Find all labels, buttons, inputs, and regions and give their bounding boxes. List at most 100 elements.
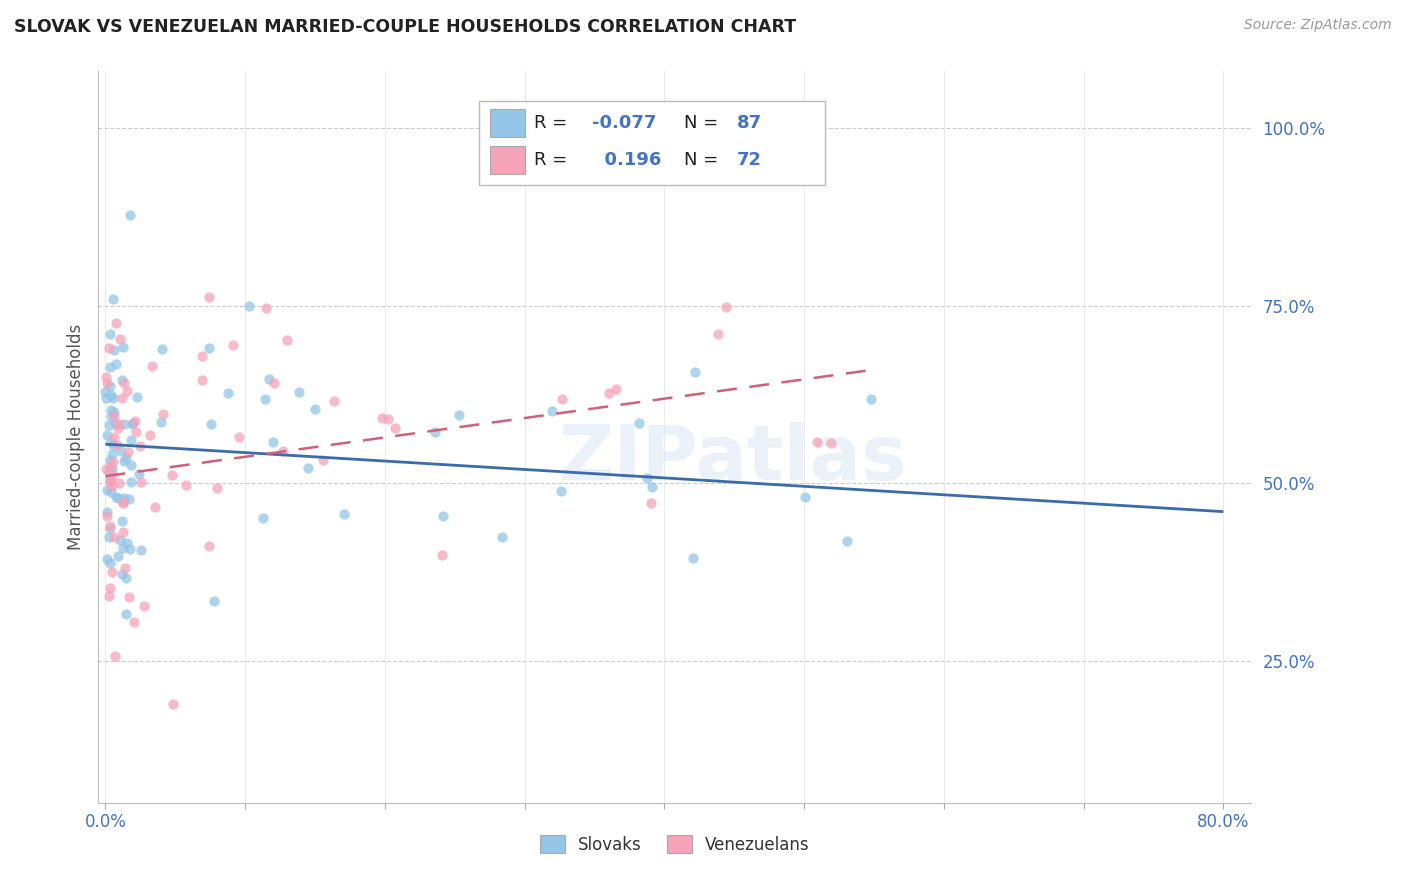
Point	[323, 394, 346, 409]
Text: 0.196: 0.196	[592, 151, 661, 169]
Text: N =: N =	[685, 151, 724, 169]
Point	[254, 301, 277, 315]
Point	[491, 530, 513, 544]
Point	[238, 299, 260, 313]
Point	[217, 386, 239, 401]
Point	[447, 409, 470, 423]
Text: 72: 72	[737, 151, 762, 169]
Point	[160, 468, 183, 483]
Point	[121, 417, 143, 431]
Point	[107, 491, 129, 506]
Point	[100, 403, 122, 417]
Point	[101, 391, 124, 405]
Point	[101, 292, 124, 306]
Point	[127, 390, 149, 404]
Point	[820, 436, 842, 450]
Point	[97, 530, 120, 544]
Point	[96, 376, 118, 390]
Point	[550, 484, 572, 499]
FancyBboxPatch shape	[491, 146, 524, 174]
Point	[111, 391, 134, 405]
Point	[628, 417, 651, 431]
Point	[150, 342, 173, 356]
Point	[98, 581, 121, 595]
FancyBboxPatch shape	[479, 101, 825, 185]
Point	[641, 480, 664, 494]
Point	[103, 530, 125, 544]
Point	[112, 524, 135, 539]
Y-axis label: Married-couple Households: Married-couple Households	[66, 324, 84, 550]
Point	[101, 468, 124, 483]
Point	[107, 549, 129, 563]
Point	[371, 411, 394, 425]
Point	[98, 327, 121, 342]
Point	[98, 521, 121, 535]
Point	[122, 416, 145, 430]
Point	[97, 417, 120, 432]
Point	[103, 438, 125, 452]
Point	[120, 434, 142, 448]
Point	[112, 376, 135, 390]
Point	[288, 384, 311, 399]
Point	[94, 384, 117, 399]
Point	[100, 478, 122, 492]
Point	[94, 462, 117, 476]
Point	[98, 379, 121, 393]
Point	[104, 357, 127, 371]
Point	[96, 551, 118, 566]
Point	[115, 571, 138, 585]
Point	[112, 417, 135, 431]
Point	[636, 471, 658, 485]
Point	[103, 430, 125, 444]
Point	[98, 360, 121, 375]
Point	[143, 500, 166, 515]
Point	[117, 445, 139, 459]
Text: 87: 87	[737, 114, 762, 132]
Point	[98, 465, 121, 479]
Point	[640, 496, 662, 510]
Point	[228, 429, 250, 443]
Point	[149, 415, 172, 429]
Point	[190, 349, 212, 363]
Point	[198, 290, 221, 304]
Point	[111, 514, 134, 528]
Point	[98, 452, 121, 467]
Point	[207, 481, 229, 495]
Point	[110, 533, 132, 547]
Point	[257, 372, 280, 386]
Point	[110, 444, 132, 458]
Point	[120, 475, 142, 489]
Point	[541, 404, 564, 418]
Point	[112, 541, 135, 556]
Point	[806, 435, 828, 450]
Text: R =: R =	[534, 114, 574, 132]
Point	[107, 420, 129, 434]
Point	[111, 567, 134, 582]
Point	[152, 408, 174, 422]
Point	[423, 425, 446, 439]
Point	[132, 599, 155, 613]
Point	[430, 548, 453, 562]
Point	[197, 341, 219, 355]
Text: ZIPatlas: ZIPatlas	[558, 422, 907, 496]
FancyBboxPatch shape	[491, 110, 524, 137]
Point	[432, 508, 454, 523]
Point	[94, 370, 117, 384]
Point	[191, 373, 214, 387]
Point	[112, 496, 135, 510]
Point	[333, 507, 356, 521]
Point	[98, 458, 121, 473]
Point	[162, 698, 184, 712]
Point	[103, 409, 125, 424]
Point	[101, 462, 124, 476]
Point	[304, 402, 326, 417]
Point	[103, 343, 125, 357]
Point	[682, 551, 704, 566]
Point	[111, 373, 134, 387]
Point	[105, 316, 128, 330]
Point	[263, 376, 285, 391]
Point	[104, 648, 127, 663]
Point	[94, 391, 117, 405]
Point	[222, 338, 245, 352]
Point	[128, 467, 150, 481]
